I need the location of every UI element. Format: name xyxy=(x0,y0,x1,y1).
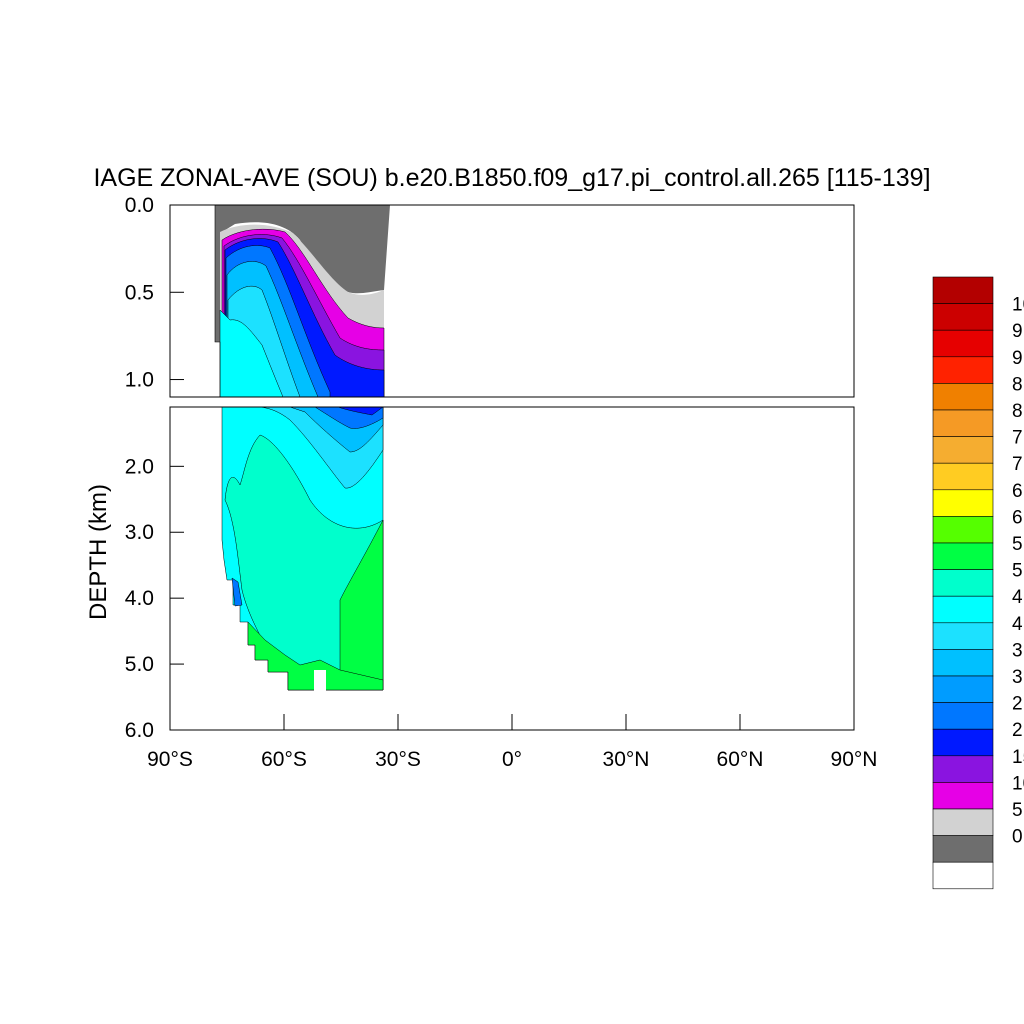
colorbar-label: 8 xyxy=(1012,401,1023,422)
colorbar-swatch xyxy=(932,595,994,624)
lower-contour-50-55 xyxy=(339,519,384,691)
colorbar: 10 9 9 8 8 7 7 6 6 5 5 4 4 3 3 2 2 15 10 5 0 xyxy=(932,276,1024,890)
colorbar-label: 7 xyxy=(1012,454,1023,475)
x-tick-label: 60°N xyxy=(717,748,764,771)
colorbar-label: 6 xyxy=(1012,481,1023,502)
colorbar-label: 3 xyxy=(1012,640,1023,661)
x-tick-label: 30°S xyxy=(375,748,421,771)
colorbar-swatch xyxy=(932,649,994,677)
colorbar-label: 7 xyxy=(1012,428,1023,449)
colorbar-label: 4 xyxy=(1012,614,1023,635)
colorbar-swatch xyxy=(932,409,994,437)
colorbar-label: 9 xyxy=(1012,321,1023,342)
chart-title: IAGE ZONAL-AVE (SOU) b.e20.B1850.f09_g17… xyxy=(93,164,930,192)
x-tick-label: 30°N xyxy=(603,748,650,771)
colorbar-swatch xyxy=(932,728,994,757)
upper-panel-frame xyxy=(169,204,855,398)
y-tick-label-upper: 0.5 xyxy=(125,281,154,304)
y-tick-label-lower: 6.0 xyxy=(125,719,154,742)
colorbar-swatch xyxy=(932,755,994,783)
lower-contour-20-25 xyxy=(337,407,384,416)
upper-land-edge xyxy=(214,205,221,397)
upper-contour-40-45 xyxy=(219,309,284,397)
y-tick-label-lower: 2.0 xyxy=(125,455,154,478)
colorbar-swatch xyxy=(932,622,994,650)
colorbar-swatch xyxy=(932,383,994,411)
lower-panel-field xyxy=(221,407,384,692)
colorbar-label: 10 xyxy=(1012,295,1024,316)
x-tick-label: 90°S xyxy=(147,748,193,771)
colorbar-label: 2 xyxy=(1012,720,1023,741)
colorbar-swatch xyxy=(932,303,994,331)
colorbar-swatch xyxy=(932,462,994,491)
colorbar-swatch xyxy=(932,436,994,464)
colorbar-swatch xyxy=(932,329,994,358)
axes: 90°S 60°S 30°S 0° 30°N 60°N 90°N 0.0 0.5 1.0 2.0 3.… xyxy=(125,194,878,771)
colorbar-swatch xyxy=(932,276,994,304)
lower-bottom-green xyxy=(247,621,384,691)
y-tick-label-lower: 3.0 xyxy=(125,521,154,544)
colorbar-label: 8 xyxy=(1012,374,1023,395)
colorbar-label: 0 xyxy=(1012,827,1023,848)
colorbar-label: 15 xyxy=(1012,747,1024,768)
x-tick-label: 90°N xyxy=(831,748,878,771)
colorbar-label: 3 xyxy=(1012,667,1023,688)
lower-small-blue-patch xyxy=(231,577,243,607)
y-tick-label-upper: 1.0 xyxy=(125,369,154,392)
upper-panel-field xyxy=(214,205,390,397)
colorbar-swatch xyxy=(932,702,994,730)
colorbar-label: 9 xyxy=(1012,348,1023,369)
colorbar-swatch xyxy=(932,808,994,836)
colorbar-label: 5 xyxy=(1012,534,1023,555)
y-axis-label: DEPTH (km) xyxy=(85,484,112,620)
y-tick-label-lower: 5.0 xyxy=(125,653,154,676)
colorbar-swatch xyxy=(932,516,994,544)
colorbar-swatch xyxy=(932,356,994,384)
colorbar-label: 6 xyxy=(1012,507,1023,528)
colorbar-swatch xyxy=(932,569,994,597)
upper-contour-0-5 xyxy=(215,205,390,342)
lower-white-gap xyxy=(314,670,326,692)
colorbar-swatch xyxy=(932,782,994,810)
colorbar-label: 5 xyxy=(1012,800,1023,821)
y-tick-label-lower: 4.0 xyxy=(125,587,154,610)
colorbar-swatch xyxy=(932,489,994,517)
colorbar-swatch xyxy=(932,861,994,890)
colorbar-label: 5 xyxy=(1012,561,1023,582)
x-tick-label: 0° xyxy=(502,748,522,771)
colorbar-swatch xyxy=(932,835,994,863)
colorbar-swatch xyxy=(932,542,994,570)
colorbar-label: 4 xyxy=(1012,587,1023,608)
x-tick-label: 60°S xyxy=(261,748,307,771)
colorbar-label: 10 xyxy=(1012,773,1024,794)
colorbar-label: 2 xyxy=(1012,694,1023,715)
colorbar-swatch xyxy=(932,675,994,703)
y-tick-label-upper: 0.0 xyxy=(125,194,154,217)
